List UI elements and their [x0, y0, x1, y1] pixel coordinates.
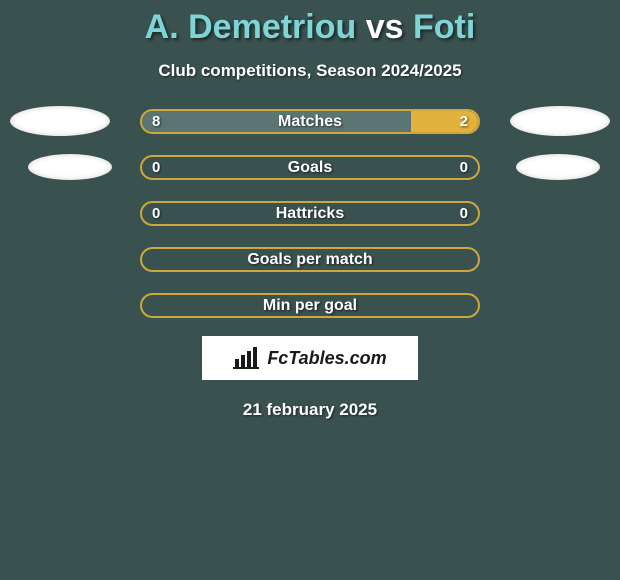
flag-badge-left [10, 106, 110, 136]
club-badge-right [516, 154, 600, 180]
bar-label: Goals per match [142, 249, 478, 271]
subtitle: Club competitions, Season 2024/2025 [0, 61, 620, 81]
bar-label: Min per goal [142, 295, 478, 317]
date: 21 february 2025 [0, 400, 620, 420]
stat-bar: 00Goals [140, 155, 480, 180]
flag-badge-right [510, 106, 610, 136]
stat-bar: Min per goal [140, 293, 480, 318]
stat-bar: Goals per match [140, 247, 480, 272]
title-player2: Foti [413, 8, 475, 46]
comparison-widget: A. Demetriou vs Foti Club competitions, … [0, 0, 620, 420]
bar-label: Hattricks [142, 203, 478, 225]
title-vs: vs [366, 8, 404, 46]
club-badge-left [28, 154, 112, 180]
title: A. Demetriou vs Foti [0, 8, 620, 47]
bar-label: Matches [142, 111, 478, 133]
logo-box: FcTables.com [202, 336, 418, 380]
logo-text: FcTables.com [267, 348, 386, 369]
bars-area: 82Matches 00Goals 00Hattricks Goals per mat… [0, 109, 620, 336]
logo-chart-icon [233, 347, 261, 369]
bar-label: Goals [142, 157, 478, 179]
stat-bar: 82Matches [140, 109, 480, 134]
stat-bar: 00Hattricks [140, 201, 480, 226]
title-player1: A. Demetriou [145, 8, 357, 46]
